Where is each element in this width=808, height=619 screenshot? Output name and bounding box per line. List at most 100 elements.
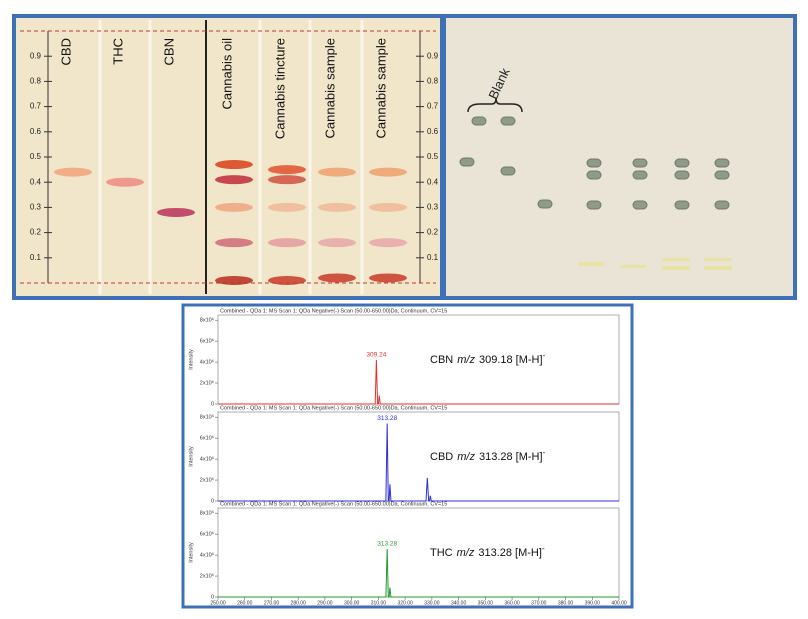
y-tick-label: 0.9 (427, 51, 439, 60)
x-tick-label: 370.00 (531, 600, 547, 606)
y-tick-label: 0.8 (30, 77, 42, 86)
spot (268, 175, 306, 185)
y-tick-label: 0.3 (427, 203, 439, 212)
y-tick-label: 0.4 (427, 177, 439, 186)
annotation-part: - (542, 544, 545, 553)
y-tick-label: 4x10⁶ (200, 552, 214, 559)
y-tick-label: 0.5 (427, 152, 439, 161)
spectrum-line (218, 423, 619, 502)
y-tick-label: 6x10⁶ (200, 435, 214, 442)
x-tick-label: 320.00 (397, 600, 413, 606)
x-tick-label: 280.00 (291, 600, 307, 606)
y-tick-label: 0.3 (30, 203, 42, 212)
annotation-part: m/z (457, 547, 475, 559)
peak-label: 309.24 (366, 352, 386, 359)
y-tick-label: 8x10⁶ (200, 414, 214, 421)
panel-title: Combined - QDa 1: MS Scan 1: QDa Negativ… (220, 308, 447, 314)
spot (369, 238, 407, 248)
annotation-part: m/z (457, 354, 475, 366)
y-tick-label: 0.6 (30, 127, 42, 136)
y-tick-label: 8x10⁶ (200, 317, 214, 324)
y-tick-label: 4x10⁶ (200, 359, 214, 366)
y-tick-label: 0 (211, 498, 214, 504)
y-axis-label: Intensity (188, 349, 194, 370)
spot (318, 202, 356, 212)
plot-area (217, 314, 620, 405)
y-tick-label: 0.6 (427, 127, 439, 136)
spot (106, 177, 144, 187)
plot-area (217, 411, 620, 502)
y-tick-label: 2x10⁶ (200, 380, 214, 387)
plot-area (217, 507, 620, 598)
lane-label: CBD (58, 38, 73, 65)
spot (268, 202, 306, 212)
annotation-part: m/z (457, 451, 475, 463)
y-tick-label: 8x10⁶ (200, 510, 214, 517)
y-tick-label: 2x10⁶ (200, 477, 214, 484)
y-tick-label: 0.7 (30, 102, 42, 111)
lane-label: Cannabis sample (373, 38, 388, 138)
x-tick-label: 290.00 (317, 600, 333, 606)
photo-plate (446, 18, 793, 296)
y-axis-label: Intensity (188, 446, 194, 467)
spot (54, 167, 92, 177)
y-tick-label: 0 (211, 401, 214, 407)
spot (215, 160, 253, 170)
y-tick-label: 0.7 (427, 102, 439, 111)
annotation: THC m/z 313.28 [M-H]- (430, 544, 545, 559)
annotation: CBN m/z 309.18 [M-H]- (430, 351, 546, 366)
spot (157, 207, 195, 217)
spot (268, 275, 306, 285)
spectrum-line (218, 548, 619, 598)
y-tick-label: 0.2 (427, 228, 439, 237)
divider (440, 18, 446, 296)
annotation: CBD m/z 313.28 [M-H]- (430, 448, 546, 463)
blank-brace (467, 97, 523, 113)
lane-label: THC (110, 38, 125, 65)
y-tick-label: 0.1 (427, 253, 439, 262)
annotation-part: CBD (430, 451, 453, 463)
x-tick-label: 360.00 (504, 600, 520, 606)
panel-title: Combined - QDa 1: MS Scan 1: QDa Negativ… (220, 501, 447, 507)
annotation-part: THC (430, 547, 453, 559)
lane-label: Cannabis sample (322, 38, 337, 138)
annotation-part: - (543, 448, 546, 457)
annotation-part: 309.18 [M-H] (479, 354, 543, 366)
spot (215, 175, 253, 185)
y-tick-label: 0.4 (30, 177, 42, 186)
spectrum-line (218, 360, 619, 405)
panel-title: Combined - QDa 1: MS Scan 1: QDa Negativ… (220, 405, 447, 411)
y-tick-label: 4x10⁶ (200, 456, 214, 463)
x-tick-label: 390.00 (585, 600, 601, 606)
x-tick-label: 340.00 (451, 600, 467, 606)
x-tick-label: 380.00 (558, 600, 574, 606)
spot (215, 238, 253, 248)
annotation-part: 313.28 [M-H] (479, 451, 543, 463)
spot (369, 167, 407, 177)
y-tick-label: 0.9 (30, 51, 42, 60)
lane-label: Cannabis tincture (272, 38, 287, 139)
y-tick-label: 6x10⁶ (200, 531, 214, 538)
y-tick-label: 0.1 (30, 253, 42, 262)
y-axis-label: Intensity (188, 542, 194, 563)
spot (215, 275, 253, 285)
x-tick-label: 310.00 (371, 600, 387, 606)
x-tick-label: 260.00 (237, 600, 253, 606)
peak-label: 313.28 (377, 415, 397, 422)
spot (318, 238, 356, 248)
annotation-part: - (543, 351, 546, 360)
y-tick-label: 2x10⁶ (200, 573, 214, 580)
annotation-part: 313.28 [M-H] (478, 547, 542, 559)
y-tick-label: 0.8 (427, 77, 439, 86)
x-tick-label: 330.00 (424, 600, 440, 606)
spot (215, 202, 253, 212)
tlc-plate (16, 18, 440, 296)
spot (268, 165, 306, 175)
lane-label: Cannabis oil (219, 38, 234, 110)
x-tick-label: 400.00 (611, 600, 627, 606)
peak-label: 313.28 (377, 541, 397, 548)
annotation-part: CBN (430, 354, 453, 366)
photo-bands (578, 258, 732, 270)
y-tick-label: 0.5 (30, 152, 42, 161)
